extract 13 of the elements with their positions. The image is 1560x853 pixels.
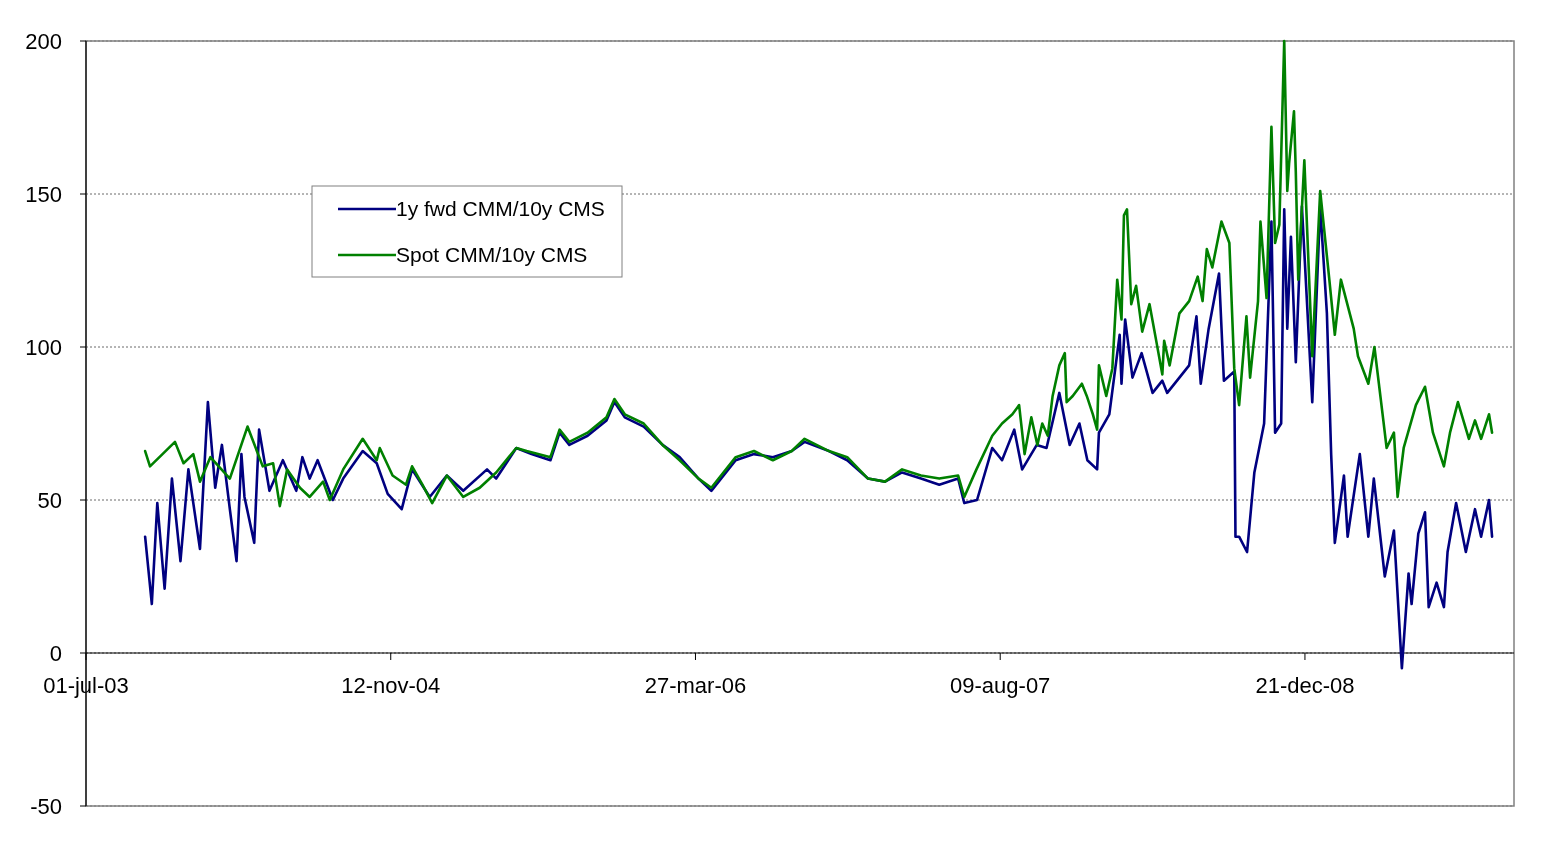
x-tick-label: 27-mar-06 <box>644 673 747 698</box>
y-tick-label: 200 <box>25 28 62 54</box>
x-tick-label: 21-dec-08 <box>1255 673 1355 698</box>
legend-label: 1y fwd CMM/10y CMS <box>396 197 605 221</box>
y-tick-label: 0 <box>49 640 62 666</box>
legend-label: Spot CMM/10y CMS <box>396 243 588 267</box>
line-series <box>143 39 1494 508</box>
y-tick-label: 50 <box>37 487 62 513</box>
x-tick-label: 09-aug-07 <box>950 673 1051 698</box>
x-tick-label: 12-nov-04 <box>341 673 441 698</box>
y-tick-label: -50 <box>30 793 62 819</box>
y-tick-label: 100 <box>25 334 62 360</box>
y-tick-label: 150 <box>25 181 62 207</box>
